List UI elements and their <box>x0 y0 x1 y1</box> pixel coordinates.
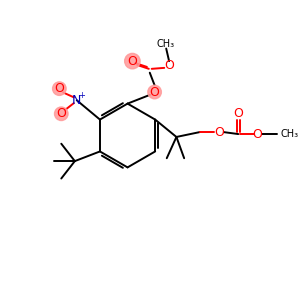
Circle shape <box>148 85 161 99</box>
Text: O: O <box>150 85 160 98</box>
Circle shape <box>55 107 68 121</box>
Circle shape <box>124 53 140 69</box>
Circle shape <box>52 82 66 95</box>
Text: O: O <box>56 107 66 120</box>
Text: O: O <box>54 82 64 95</box>
Text: +: + <box>78 91 85 100</box>
Text: O: O <box>128 55 137 68</box>
Text: O: O <box>164 59 174 72</box>
Text: O: O <box>214 126 224 139</box>
Text: N: N <box>72 94 81 107</box>
Text: CH₃: CH₃ <box>281 129 299 139</box>
Text: O: O <box>253 128 262 141</box>
Text: CH₃: CH₃ <box>156 39 174 49</box>
Text: O: O <box>233 107 243 120</box>
